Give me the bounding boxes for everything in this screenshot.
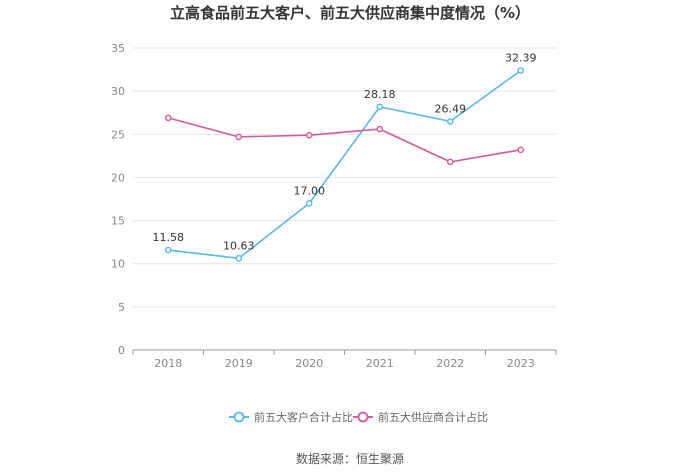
data-label: 26.49 (435, 102, 467, 115)
x-tick-label: 2023 (507, 357, 535, 370)
data-point (164, 246, 172, 254)
series-line-2 (168, 117, 521, 163)
data-label: 10.63 (223, 239, 255, 252)
data-point (376, 103, 384, 111)
y-tick-label: 35 (111, 42, 125, 55)
legend-marker (357, 411, 369, 423)
data-label: 28.18 (364, 88, 396, 101)
data-point (376, 125, 384, 133)
y-tick-label: 5 (118, 301, 125, 314)
y-tick-label: 0 (118, 344, 125, 357)
data-source-note: 数据来源：恒生聚源 (295, 452, 404, 466)
y-axis: 0 5 10 15 20 25 30 35 (111, 42, 125, 357)
data-label: 32.39 (505, 52, 537, 65)
y-tick-label: 30 (111, 85, 125, 98)
x-tick-label: 2022 (436, 357, 464, 370)
data-point (305, 200, 313, 207)
data-point (164, 114, 172, 122)
data-point (446, 118, 454, 125)
series-layer (164, 67, 525, 262)
y-tick-label: 20 (111, 171, 125, 184)
grid-lines (133, 47, 556, 308)
y-tick-label: 10 (111, 258, 125, 271)
data-point (517, 67, 525, 74)
series-line-1 (168, 69, 522, 260)
data-point (517, 146, 525, 154)
y-tick-label: 25 (111, 128, 125, 141)
x-axis: 2018 2019 2020 2021 2022 2023 (132, 349, 557, 370)
x-tick-label: 2020 (295, 357, 323, 370)
legend: 前五大客户合计占比 前五大供应商合计占比 (229, 410, 488, 424)
data-labels: 11.58 10.63 17.00 28.18 26.49 32.39 (153, 52, 537, 253)
x-tick-label: 2021 (366, 357, 394, 370)
x-tick-label: 2019 (225, 357, 253, 370)
data-point (235, 133, 243, 141)
legend-label: 前五大供应商合计占比 (378, 410, 488, 424)
data-point (305, 131, 313, 139)
data-point (235, 254, 243, 262)
chart-title: 立高食品前五大客户、前五大供应商集中度情况（%） (169, 4, 531, 22)
x-tick-label: 2018 (154, 357, 182, 370)
data-label: 17.00 (294, 184, 326, 197)
legend-marker (233, 411, 245, 423)
y-tick-label: 15 (111, 215, 125, 228)
data-point (446, 158, 454, 166)
legend-label: 前五大客户合计占比 (254, 410, 353, 424)
data-label: 11.58 (153, 231, 185, 244)
